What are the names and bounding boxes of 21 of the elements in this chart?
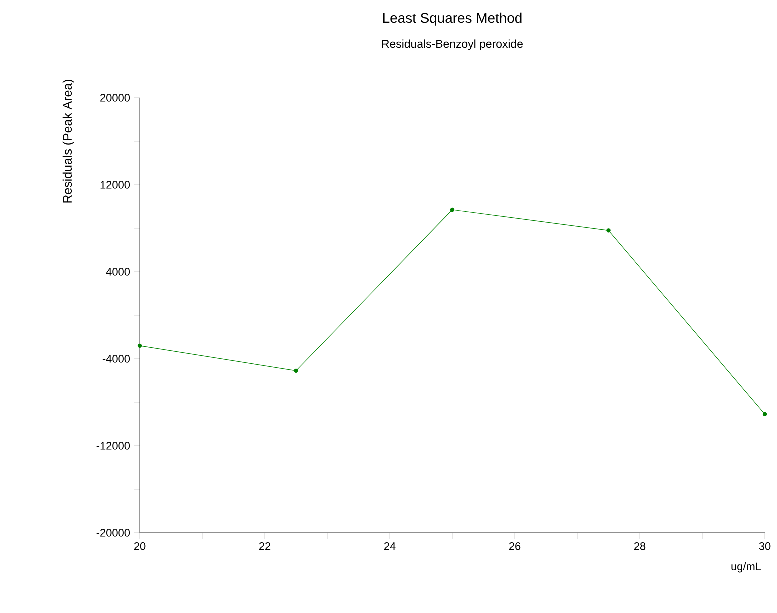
x-axis-title: ug/mL (732, 562, 762, 573)
x-tick-label: 26 (509, 542, 521, 550)
point (138, 344, 142, 348)
x-tick-label: 22 (259, 542, 271, 550)
y-tick-label: -12000 (96, 442, 130, 450)
y-axis-title: Residuals (Peak Area) (62, 80, 74, 203)
x-tick-label: 24 (384, 542, 396, 550)
x-tick-label: 20 (134, 542, 146, 550)
y-tick-label: 12000 (100, 181, 130, 189)
point (450, 208, 455, 212)
x-tick-label: 30 (759, 542, 771, 550)
y-tick-label: 20000 (100, 94, 130, 102)
y-tick-label: 4000 (106, 268, 130, 276)
y-tick-label: -4000 (102, 355, 130, 363)
point (762, 412, 768, 417)
point (294, 368, 298, 374)
point (606, 228, 611, 233)
chart-title: Least Squares Method (383, 12, 522, 26)
x-tick-label: 28 (634, 542, 646, 550)
chart-subtitle: Residuals-Benzoyl peroxide (382, 40, 523, 50)
y-tick-label: -20000 (96, 529, 130, 537)
